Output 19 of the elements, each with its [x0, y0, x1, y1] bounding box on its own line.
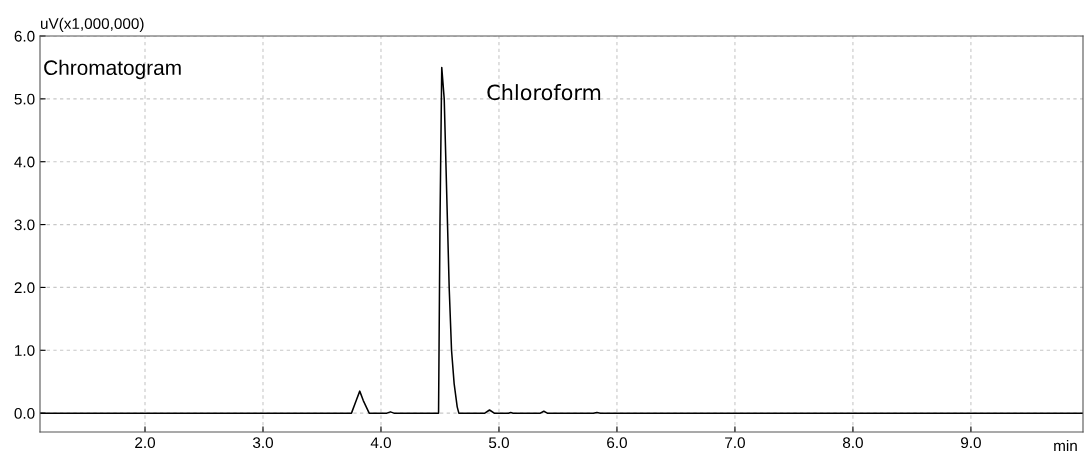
y-tick-label: 0.0 — [14, 408, 35, 419]
y-axis-title: uV(x1,000,000) — [40, 17, 144, 33]
x-tick-label: 2.0 — [135, 437, 156, 449]
annotation: Chromatogram — [44, 59, 181, 80]
x-tick-label: 4.0 — [370, 437, 391, 449]
annotation: Chloroform — [487, 84, 601, 101]
x-tick-label: 6.0 — [607, 437, 627, 449]
y-tick-label: 4.0 — [14, 156, 35, 168]
y-tick-label: 5.0 — [14, 93, 35, 105]
y-tick-label: 2.0 — [14, 282, 35, 294]
y-tick-label: 1.0 — [15, 345, 35, 356]
y-tick-label: 3.0 — [14, 219, 35, 231]
x-tick-label: 8.0 — [842, 437, 863, 449]
x-tick-label: 3.0 — [252, 437, 274, 449]
x-tick-label: 7.0 — [725, 437, 745, 449]
x-tick-label: 9.0 — [961, 437, 981, 449]
x-axis-title: min — [1054, 439, 1077, 451]
y-tick-label: 6.0 — [14, 30, 35, 42]
x-tick-label: 5.0 — [488, 437, 509, 449]
